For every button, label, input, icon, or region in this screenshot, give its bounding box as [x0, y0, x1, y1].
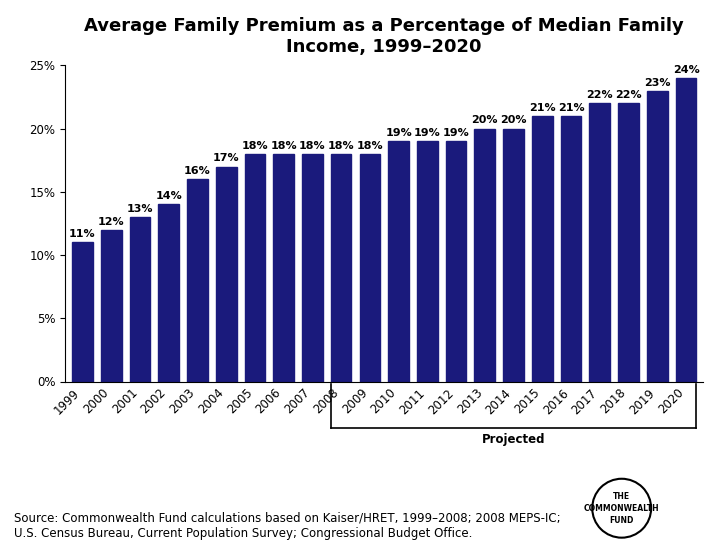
Bar: [647, 90, 668, 382]
Text: 19%: 19%: [414, 128, 441, 138]
Bar: [273, 154, 294, 382]
Text: 23%: 23%: [644, 77, 671, 88]
Text: 22%: 22%: [587, 90, 613, 100]
Bar: [331, 154, 352, 382]
Text: Projected: Projected: [482, 433, 545, 446]
Text: 21%: 21%: [558, 103, 584, 113]
Text: Source: Commonwealth Fund calculations based on Kaiser/HRET, 1999–2008; 2008 MEP: Source: Commonwealth Fund calculations b…: [14, 512, 561, 540]
Text: 19%: 19%: [385, 128, 412, 138]
Text: 18%: 18%: [357, 141, 384, 151]
Bar: [360, 154, 380, 382]
Bar: [676, 78, 696, 381]
Text: 12%: 12%: [98, 216, 125, 227]
Text: 17%: 17%: [213, 153, 239, 164]
Circle shape: [592, 479, 651, 538]
Text: 13%: 13%: [127, 204, 153, 214]
Text: 16%: 16%: [184, 166, 211, 176]
Text: 18%: 18%: [270, 141, 297, 151]
Bar: [302, 154, 323, 382]
Text: 19%: 19%: [443, 128, 470, 138]
Text: 24%: 24%: [673, 65, 700, 75]
Text: 22%: 22%: [616, 90, 642, 100]
Text: 20%: 20%: [471, 116, 498, 125]
Bar: [72, 243, 93, 382]
Bar: [532, 116, 552, 382]
Bar: [389, 141, 409, 382]
Text: 14%: 14%: [155, 191, 182, 201]
Bar: [560, 116, 581, 382]
Title: Average Family Premium as a Percentage of Median Family
Income, 1999–2020: Average Family Premium as a Percentage o…: [84, 17, 684, 56]
Bar: [417, 141, 438, 382]
Bar: [618, 104, 639, 382]
Text: 18%: 18%: [328, 141, 355, 151]
Text: 11%: 11%: [69, 229, 96, 239]
Bar: [589, 104, 610, 382]
Text: 20%: 20%: [500, 116, 527, 125]
Bar: [130, 217, 150, 382]
Bar: [244, 154, 265, 382]
Bar: [474, 129, 495, 382]
Bar: [187, 179, 208, 382]
Text: 21%: 21%: [529, 103, 555, 113]
Text: THE
COMMONWEALTH
FUND: THE COMMONWEALTH FUND: [584, 492, 660, 524]
Bar: [158, 204, 179, 382]
Bar: [101, 230, 122, 382]
Text: 18%: 18%: [241, 141, 268, 151]
Bar: [216, 167, 236, 382]
Text: 18%: 18%: [299, 141, 326, 151]
Bar: [446, 141, 466, 382]
Bar: [503, 129, 524, 382]
